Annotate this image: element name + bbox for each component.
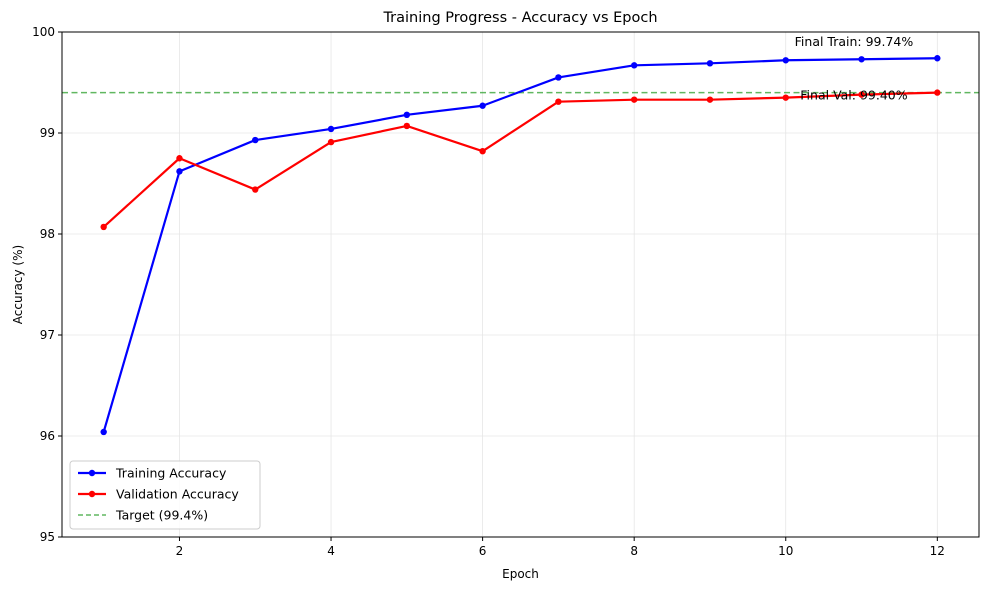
legend-label: Training Accuracy [115, 466, 227, 481]
x-tick-label: 2 [176, 544, 184, 558]
annotation-label: Final Train: 99.74% [795, 34, 914, 49]
data-point [782, 94, 789, 101]
series-training [100, 55, 941, 436]
y-axis-title: Accuracy (%) [11, 245, 25, 324]
annotations: Final Train: 99.74% Final Val: 99.40% [795, 34, 914, 103]
data-point [706, 96, 714, 103]
legend: Training Accuracy Validation Accuracy Targ… [69, 460, 261, 530]
ticks: 2 4 6 8 10 12 95 96 97 98 99 100 [32, 25, 945, 558]
legend-marker [88, 469, 96, 477]
series-validation [100, 89, 941, 231]
y-tick-label: 100 [32, 25, 55, 39]
x-tick-label: 10 [778, 544, 793, 558]
legend-label: Validation Accuracy [116, 487, 239, 502]
x-tick-label: 4 [327, 544, 335, 558]
legend-label: Target (99.4%) [115, 508, 208, 523]
chart-title: Training Progress - Accuracy vs Epoch [382, 10, 657, 26]
data-point [327, 125, 335, 133]
legend-marker [88, 490, 96, 498]
data-point [100, 223, 107, 231]
legend-entry: Training Accuracy [78, 466, 227, 481]
y-tick-label: 98 [40, 227, 55, 241]
data-point [630, 96, 638, 103]
data-point [176, 155, 183, 162]
data-point [630, 62, 638, 69]
data-point [934, 89, 941, 96]
data-point [934, 55, 941, 62]
data-point [555, 98, 562, 105]
y-tick-label: 97 [40, 328, 55, 342]
legend-entry: Target (99.4%) [78, 508, 208, 523]
annotation-label: Final Val: 99.40% [800, 88, 907, 103]
x-axis-title: Epoch [502, 567, 539, 581]
data-point [706, 60, 714, 67]
legend-entry: Validation Accuracy [78, 487, 239, 502]
plot-frame [61, 31, 980, 538]
x-tick-label: 12 [930, 544, 945, 558]
data-point [252, 186, 259, 193]
series [100, 55, 941, 436]
data-point [782, 57, 789, 64]
x-tick-label: 6 [479, 544, 487, 558]
legend-box [69, 460, 261, 530]
data-point [479, 147, 486, 155]
data-point [479, 102, 486, 109]
data-point [327, 138, 335, 146]
series-line [102, 57, 938, 433]
data-point [858, 56, 865, 63]
y-tick-label: 95 [40, 530, 55, 544]
data-point [555, 74, 562, 81]
data-point [403, 122, 411, 130]
y-tick-label: 96 [40, 429, 55, 443]
data-point [858, 91, 865, 98]
series-line [102, 91, 938, 228]
data-point [403, 111, 411, 119]
data-point [176, 168, 183, 175]
data-point [252, 136, 259, 144]
x-tick-label: 8 [630, 544, 638, 558]
data-point [100, 428, 107, 436]
y-tick-label: 99 [40, 126, 55, 140]
